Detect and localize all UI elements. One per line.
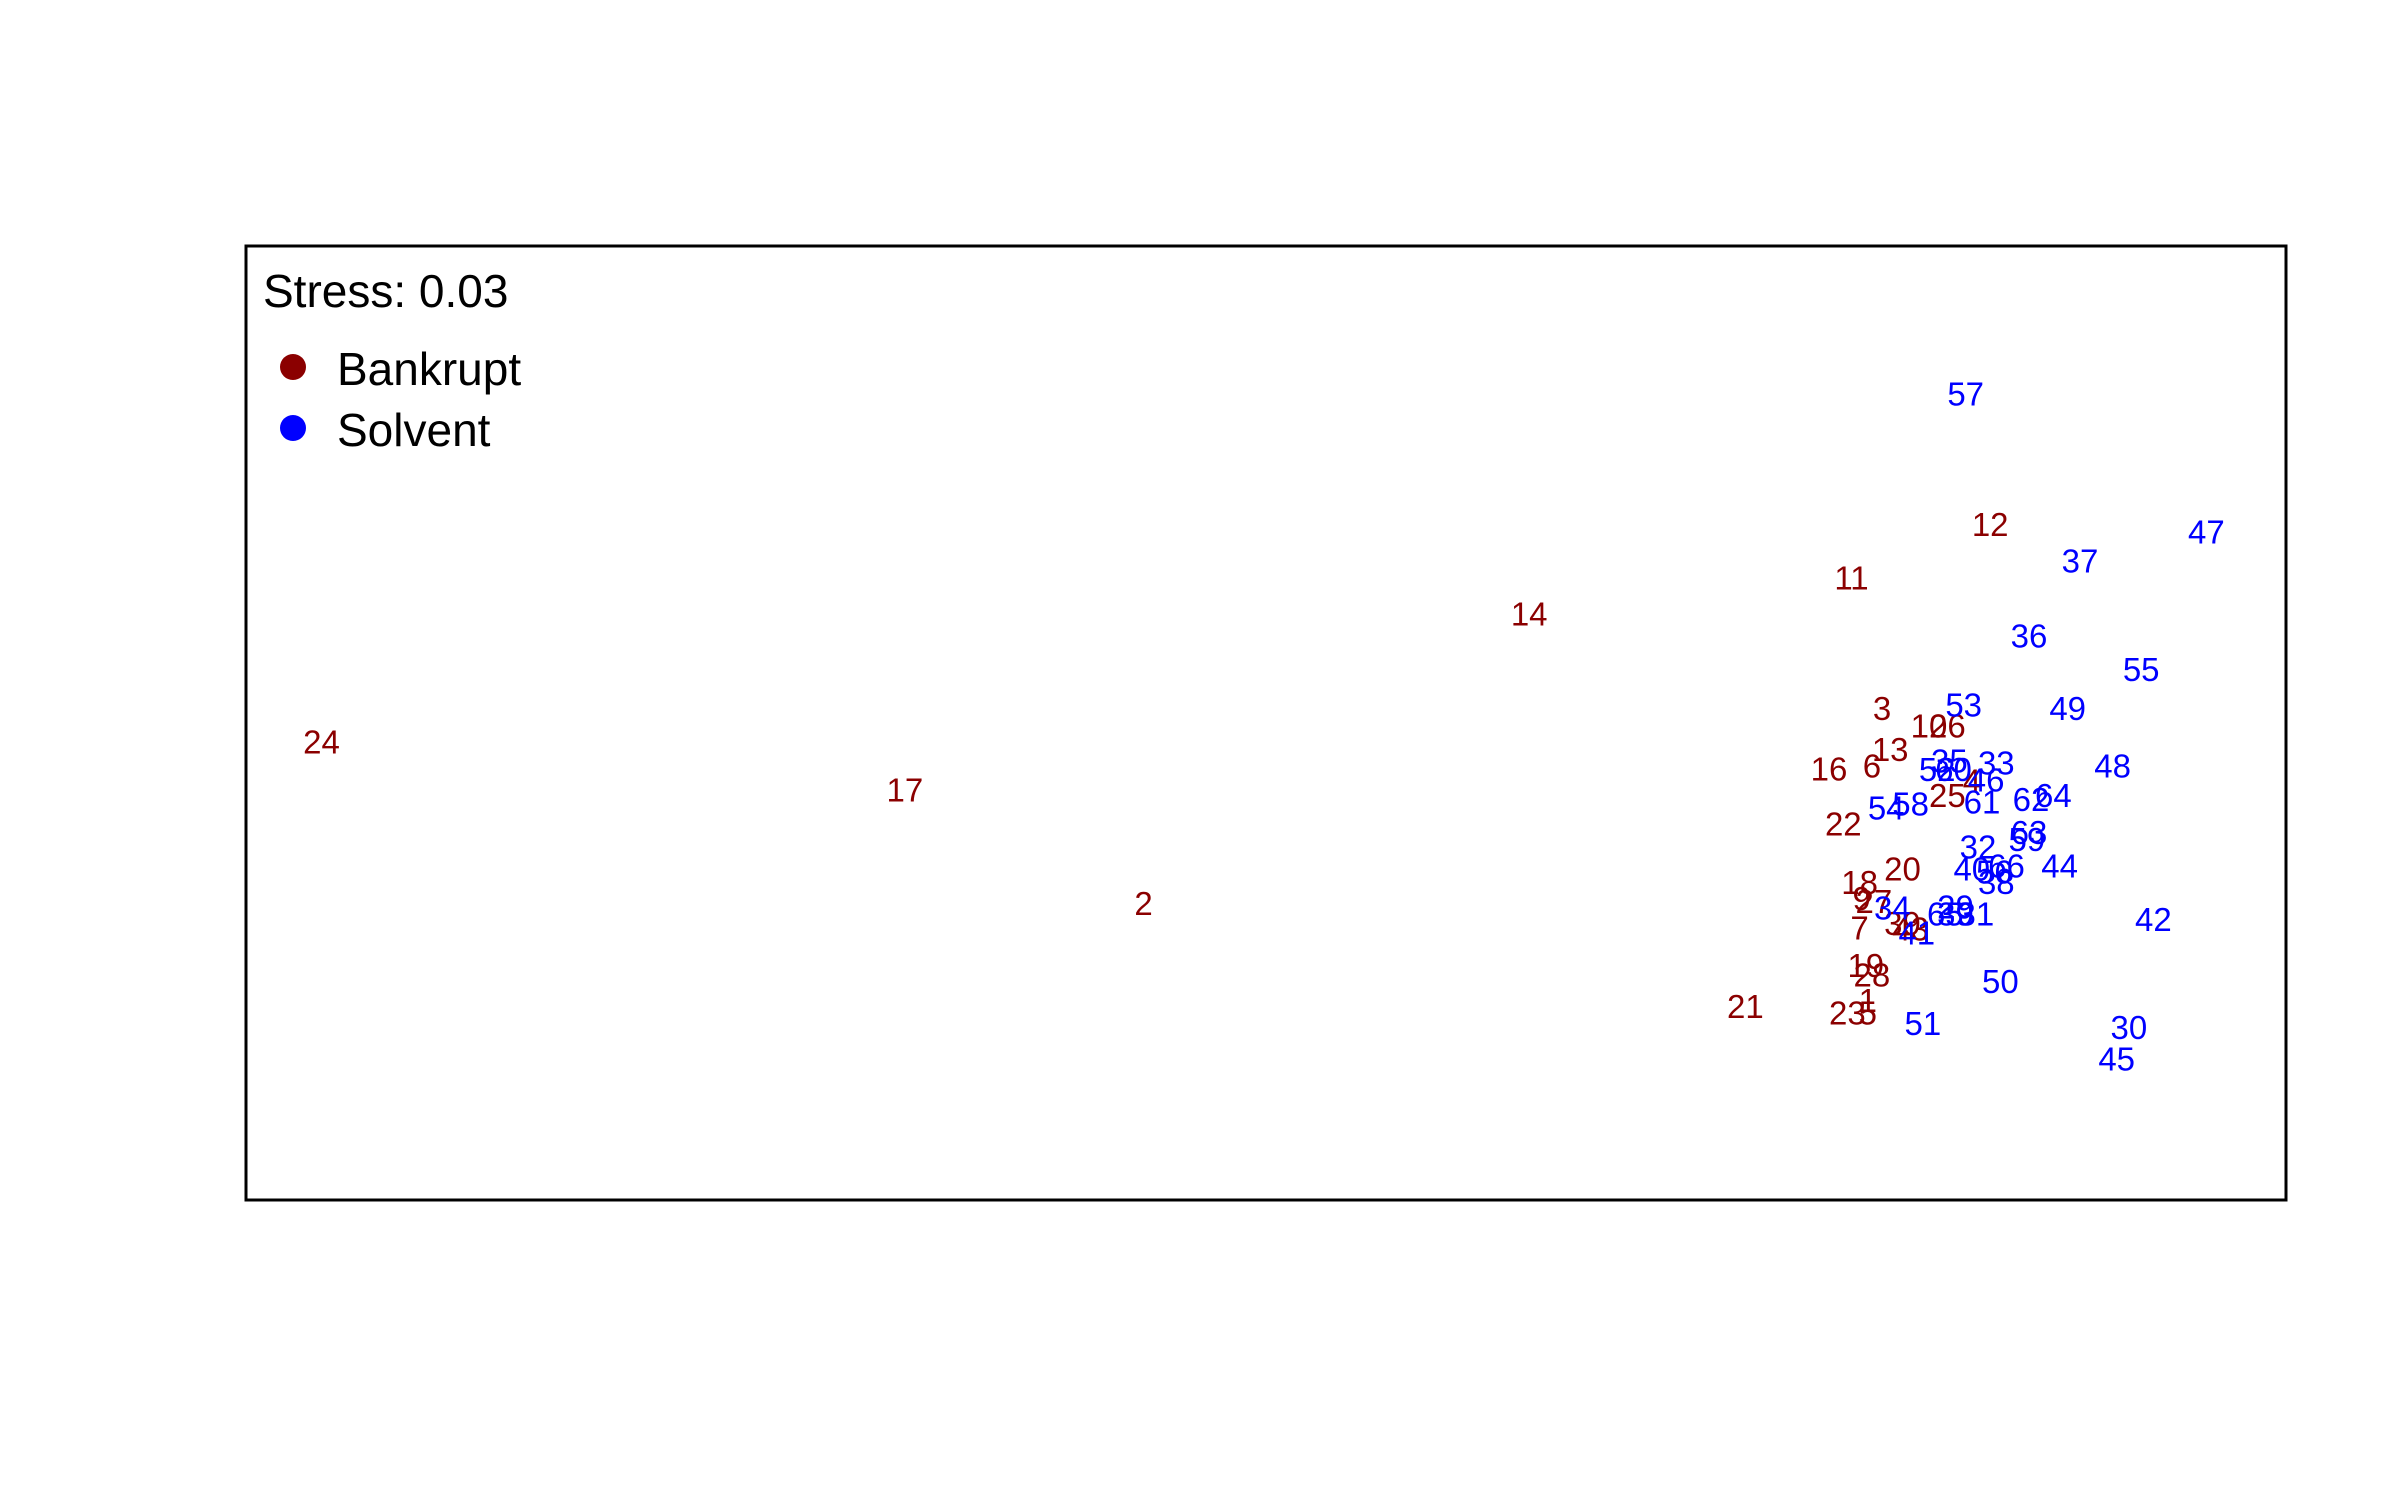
point-label-solvent-33: 33 <box>1978 745 2015 782</box>
point-label-bankrupt-18: 18 <box>1841 864 1878 901</box>
point-label-bankrupt-12: 12 <box>1972 506 2009 543</box>
point-label-bankrupt-17: 17 <box>887 771 924 808</box>
point-label-solvent-60: 60 <box>1935 751 1972 788</box>
point-label-solvent-49: 49 <box>2049 690 2086 727</box>
legend-marker-bankrupt <box>280 354 306 380</box>
point-label-solvent-35: 35 <box>1931 743 1968 780</box>
point-label-bankrupt-43: 43 <box>1892 911 1929 948</box>
point-label-bankrupt-3: 3 <box>1873 690 1891 727</box>
point-label-bankrupt-2: 2 <box>1134 885 1152 922</box>
point-label-solvent-46: 46 <box>1968 762 2005 799</box>
point-label-solvent-36: 36 <box>2011 618 2048 655</box>
point-label-solvent-58: 58 <box>1892 786 1929 823</box>
point-label-bankrupt-24: 24 <box>303 724 340 761</box>
point-label-bankrupt-4: 4 <box>1963 763 1981 800</box>
point-label-solvent-31: 31 <box>1958 895 1995 932</box>
point-label-bankrupt-9: 9 <box>1853 880 1871 917</box>
point-label-solvent-61: 61 <box>1964 784 2001 821</box>
point-label-bankrupt-6: 6 <box>1863 747 1881 784</box>
legend-label-solvent: Solvent <box>337 404 491 456</box>
point-label-solvent-48: 48 <box>2094 747 2131 784</box>
point-label-solvent-63: 63 <box>2011 814 2048 851</box>
point-label-solvent-62: 62 <box>2013 781 2050 818</box>
point-label-bankrupt-7: 7 <box>1850 910 1868 947</box>
point-label-solvent-29: 29 <box>1937 889 1974 926</box>
point-label-bankrupt-14: 14 <box>1511 596 1548 633</box>
point-label-bankrupt-13: 13 <box>1872 731 1909 768</box>
point-label-solvent-38: 38 <box>1978 864 2015 901</box>
point-label-solvent-59: 59 <box>2009 821 2046 858</box>
legend-label-bankrupt: Bankrupt <box>337 343 521 395</box>
point-label-solvent-66: 66 <box>1988 848 2025 885</box>
point-label-solvent-34: 34 <box>1874 890 1911 927</box>
point-label-solvent-40: 40 <box>1953 851 1990 888</box>
point-label-solvent-41: 41 <box>1898 914 1935 951</box>
point-label-bankrupt-28: 28 <box>1854 956 1891 993</box>
plot-frame <box>244 244 2288 1202</box>
point-label-solvent-45: 45 <box>2098 1040 2135 1077</box>
point-label-solvent-57: 57 <box>1947 375 1984 412</box>
legend-marker-solvent <box>280 415 306 441</box>
point-label-bankrupt-20: 20 <box>1884 851 1921 888</box>
point-label-solvent-37: 37 <box>2062 542 2099 579</box>
point-label-bankrupt-27: 27 <box>1856 883 1893 920</box>
point-label-solvent-54: 54 <box>1868 789 1905 826</box>
point-label-bankrupt-11: 11 <box>1834 560 1868 597</box>
point-label-solvent-55: 55 <box>2123 651 2160 688</box>
point-label-solvent-39: 39 <box>1937 895 1974 932</box>
point-label-solvent-64: 64 <box>2035 777 2072 814</box>
point-label-solvent-30: 30 <box>2111 1009 2148 1046</box>
point-label-solvent-32: 32 <box>1960 829 1997 866</box>
point-label-solvent-44: 44 <box>2041 848 2078 885</box>
point-label-solvent-53: 53 <box>1945 686 1982 723</box>
point-label-bankrupt-19: 19 <box>1847 947 1884 984</box>
stress-label: Stress: 0.03 <box>263 265 508 317</box>
point-label-bankrupt-26: 26 <box>1929 707 1966 744</box>
legend: Bankrupt Solvent <box>280 343 521 456</box>
point-label-solvent-51: 51 <box>1905 1005 1942 1042</box>
point-label-bankrupt-5: 5 <box>1859 995 1877 1032</box>
point-label-bankrupt-39: 39 <box>1884 905 1921 942</box>
point-label-bankrupt-23: 23 <box>1829 995 1866 1032</box>
point-label-solvent-50: 50 <box>1982 963 2019 1000</box>
point-label-bankrupt-25: 25 <box>1929 777 1966 814</box>
point-label-solvent-47: 47 <box>2188 514 2225 551</box>
point-label-bankrupt-16: 16 <box>1811 750 1848 787</box>
point-label-solvent-56: 56 <box>1976 853 2013 890</box>
point-label-solvent-65: 65 <box>1927 895 1964 932</box>
point-label-bankrupt-21: 21 <box>1727 988 1764 1025</box>
point-label-bankrupt-22: 22 <box>1825 806 1862 843</box>
point-label-solvent-52: 52 <box>1919 751 1956 788</box>
point-label-bankrupt-10: 10 <box>1911 707 1948 744</box>
point-label-bankrupt-1: 1 <box>1859 982 1877 1019</box>
point-label-solvent-42: 42 <box>2135 901 2172 938</box>
